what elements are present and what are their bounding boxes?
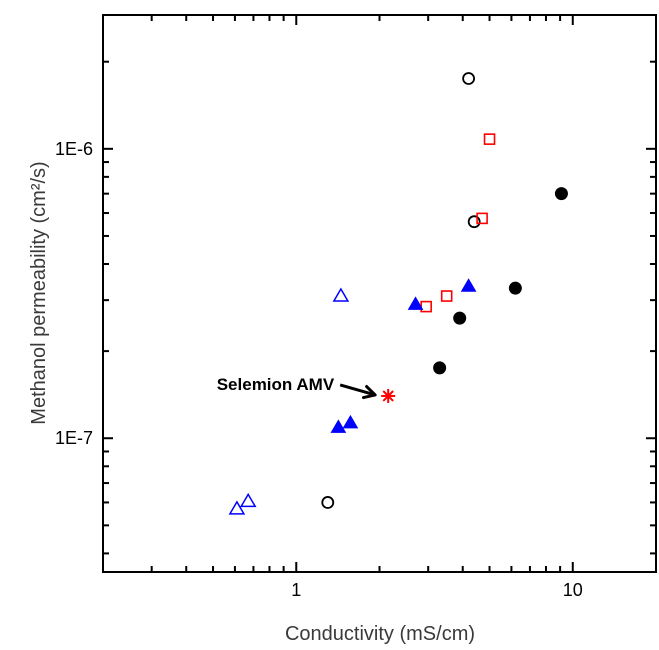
x-tick-label: 1 — [291, 580, 301, 600]
annotation-label: Selemion AMV — [217, 375, 335, 394]
square-open-point — [440, 290, 453, 302]
triangle-filled-point — [330, 419, 347, 433]
circle-open-point — [321, 496, 335, 509]
triangle-filled-point — [460, 278, 477, 292]
triangle-open-point — [332, 287, 350, 302]
x-axis-title: Conductivity (mS/cm) — [285, 623, 475, 645]
circle-open-point — [467, 215, 481, 229]
square-open-point — [483, 133, 496, 145]
circle-filled-point — [554, 187, 568, 201]
circle-filled-point — [433, 361, 447, 375]
axis-tick-labels: 1 10 1E-7 1E-6 — [55, 139, 583, 600]
annotation-arrow-head — [361, 385, 377, 400]
triangle-open-point — [239, 492, 257, 508]
triangle-filled-point — [342, 414, 359, 429]
square-open-point — [420, 300, 432, 313]
axis-ticks — [102, 15, 657, 572]
circle-filled-point — [508, 281, 522, 295]
y-tick-label: 1E-6 — [55, 139, 93, 159]
annotations: Selemion AMV — [217, 375, 377, 400]
y-axis-title: Methanol permeability (cm²/s) — [28, 161, 50, 424]
square-open-point — [476, 212, 488, 225]
annotation-arrow-shaft — [339, 383, 376, 397]
data-points — [228, 72, 568, 515]
triangle-filled-point — [407, 296, 424, 310]
triangle-open-point — [228, 500, 246, 515]
circle-filled-point — [453, 311, 467, 325]
x-tick-label: 10 — [563, 580, 583, 600]
plot-frame — [102, 14, 657, 573]
annotation: Selemion AMV — [217, 375, 377, 400]
asterisk-point — [381, 388, 396, 403]
circle-open-point — [462, 72, 475, 85]
y-tick-label: 1E-7 — [55, 428, 93, 448]
